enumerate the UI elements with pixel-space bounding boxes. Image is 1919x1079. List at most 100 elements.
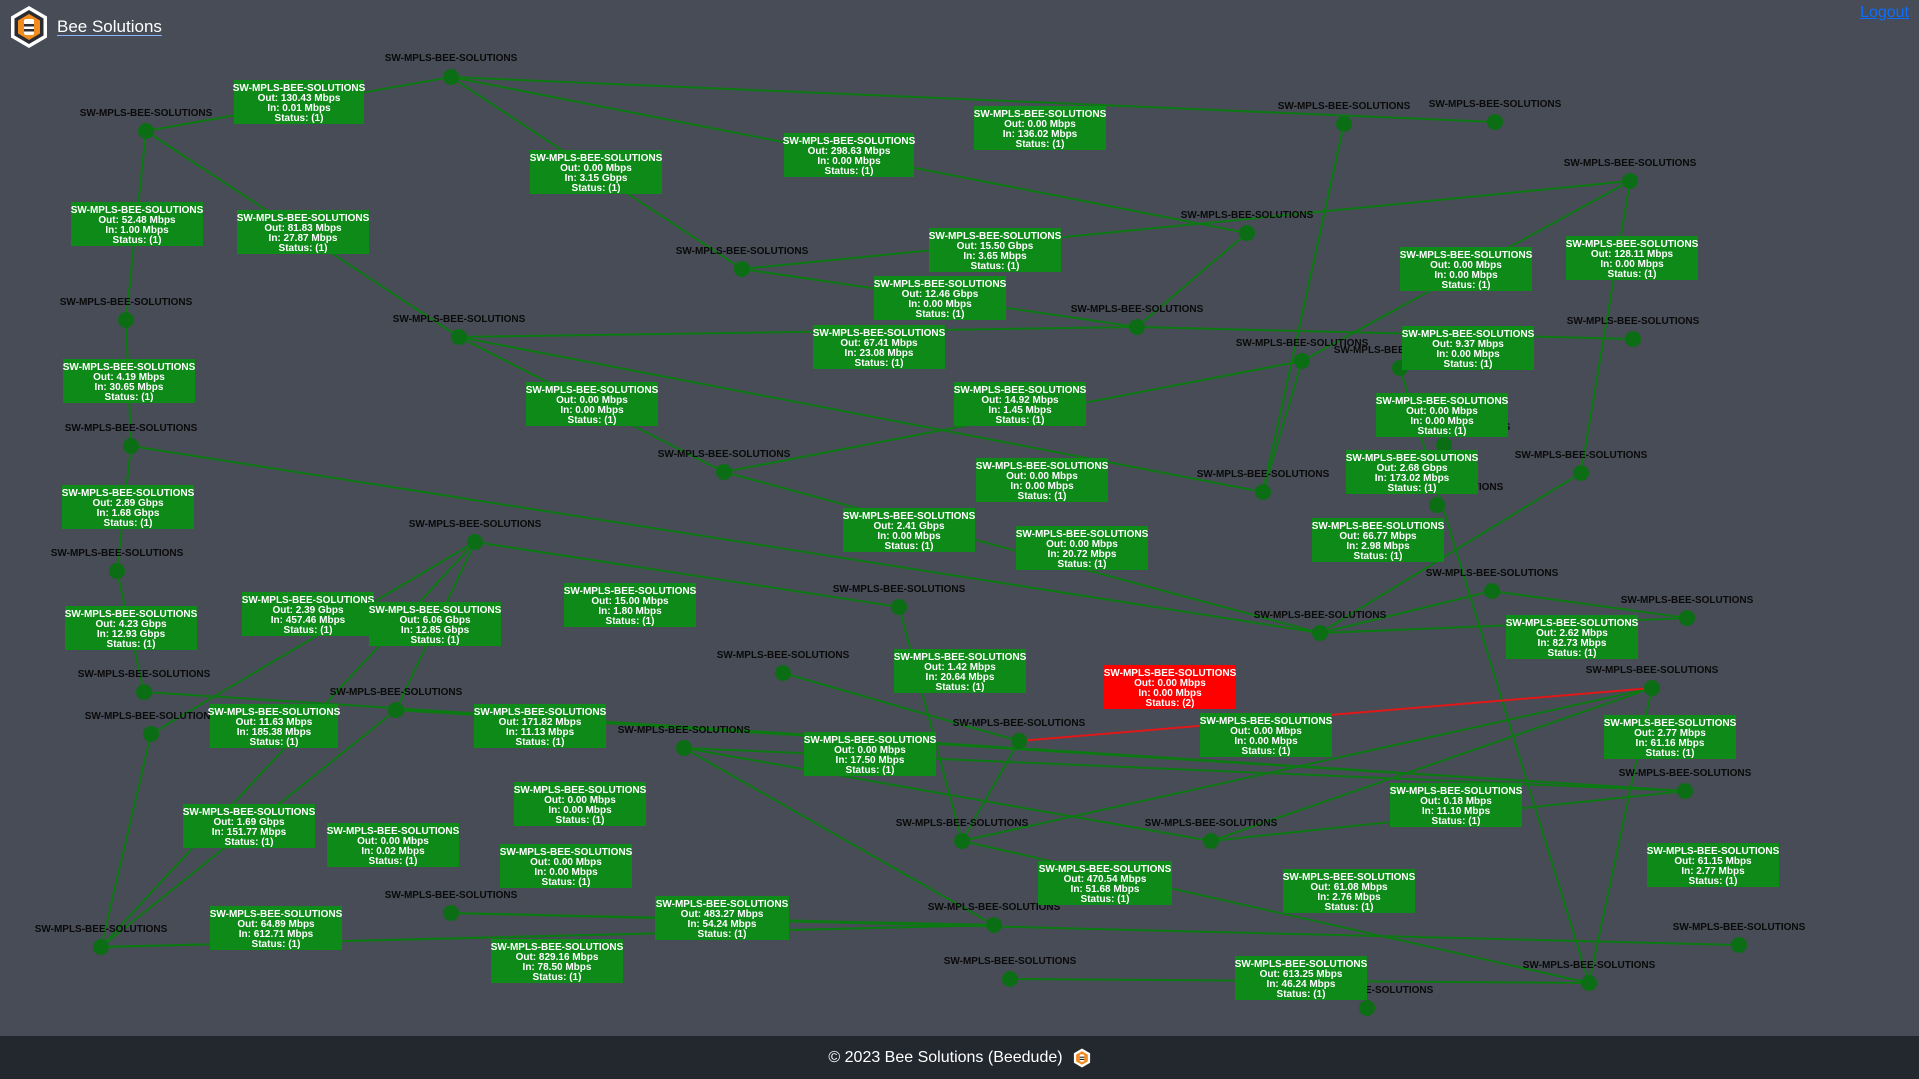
switch-node[interactable]: SW-MPLS-BEE-SOLUTIONS — [78, 669, 211, 700]
switch-node[interactable]: SW-MPLS-BEE-SOLUTIONS — [1236, 338, 1369, 369]
switch-node[interactable]: SW-MPLS-BEE-SOLUTIONS — [1567, 316, 1700, 347]
switch-node[interactable]: SW-MPLS-BEE-SOLUTIONS — [1254, 610, 1387, 641]
switch-node-dot[interactable] — [676, 740, 692, 756]
switch-node-dot[interactable] — [1622, 173, 1638, 189]
switch-node[interactable]: SW-MPLS-BEE-SOLUTIONS — [953, 718, 1086, 749]
switch-node[interactable]: SW-MPLS-BEE-SOLUTIONS — [1278, 101, 1411, 132]
switch-node-dot[interactable] — [1255, 484, 1271, 500]
switch-node[interactable]: SW-MPLS-BEE-SOLUTIONS — [944, 956, 1077, 987]
switch-node[interactable]: SW-MPLS-BEE-SOLUTIONS — [676, 246, 809, 277]
switch-node[interactable]: SW-MPLS-BEE-SOLUTIONS — [1619, 768, 1752, 799]
switch-node[interactable]: SW-MPLS-BEE-SOLUTIONS — [618, 725, 751, 756]
switch-node-dot[interactable] — [1677, 783, 1693, 799]
switch-node[interactable]: SW-MPLS-BEE-SOLUTIONS — [1426, 568, 1559, 599]
switch-node[interactable]: SW-MPLS-BEE-SOLUTIONS — [658, 449, 791, 480]
switch-node-dot[interactable] — [109, 563, 125, 579]
switch-node-dot[interactable] — [1581, 975, 1597, 991]
switch-node-dot[interactable] — [1429, 497, 1445, 513]
switch-node-dot[interactable] — [1436, 437, 1452, 453]
switch-node[interactable]: SW-MPLS-BEE-SOLUTIONS — [1523, 960, 1656, 991]
switch-node-dot[interactable] — [1487, 114, 1503, 130]
switch-node[interactable]: SW-MPLS-BEE-SOLUTIONS — [1145, 818, 1278, 849]
switch-node[interactable]: SW-MPLS-BEE-SOLUTIONS — [51, 548, 184, 579]
switch-node-dot[interactable] — [467, 534, 483, 550]
switch-node-dot[interactable] — [443, 69, 459, 85]
switch-node-dot[interactable] — [1129, 319, 1145, 335]
switch-node[interactable]: SW-MPLS-BEE-SOLUTIONS — [1673, 922, 1806, 953]
brand-link[interactable]: Bee Solutions — [9, 5, 162, 49]
switch-node-dot[interactable] — [734, 261, 750, 277]
switch-node-dot[interactable] — [1203, 833, 1219, 849]
switch-node[interactable]: SW-MPLS-BEE-SOLUTIONS — [1429, 99, 1562, 130]
switch-node-dot[interactable] — [118, 312, 134, 328]
switch-node-dot[interactable] — [1731, 937, 1747, 953]
switch-node[interactable]: SW-MPLS-BEE-SOLUTIONS — [1586, 665, 1719, 696]
switch-node[interactable]: SW-MPLS-BEE-SOLUTIONS — [1515, 450, 1648, 481]
switch-node[interactable]: SW-MPLS-BEE-SOLUTIONS — [385, 53, 518, 85]
switch-node[interactable]: SW-MPLS-BEE-SOLUTIONS — [1621, 595, 1754, 626]
switch-node-dot[interactable] — [1002, 971, 1018, 987]
switch-node[interactable]: SW-MPLS-BEE-SOLUTIONS — [833, 584, 966, 615]
switch-node[interactable]: SW-MPLS-BEE-SOLUTIONS — [393, 314, 526, 345]
switch-node-dot[interactable] — [1644, 680, 1660, 696]
switch-node-dot[interactable] — [1239, 225, 1255, 241]
switch-node-dot[interactable] — [1336, 116, 1352, 132]
switch-node[interactable]: SW-MPLS-BEE-SOLUTIONS — [65, 423, 198, 454]
switch-node[interactable]: SW-MPLS-BEE-SOLUTIONS — [1301, 985, 1434, 1016]
switch-node-dot[interactable] — [443, 905, 459, 921]
switch-node-dot[interactable] — [986, 917, 1002, 933]
switch-node-dot[interactable] — [143, 726, 159, 742]
switch-node[interactable]: SW-MPLS-BEE-SOLUTIONS — [80, 108, 213, 139]
switch-node-dot[interactable] — [1359, 1000, 1375, 1016]
switch-node-dot[interactable] — [1484, 583, 1500, 599]
switch-node-dot[interactable] — [136, 684, 152, 700]
switch-node-dot[interactable] — [1312, 625, 1328, 641]
switch-node[interactable]: SW-MPLS-BEE-SOLUTIONS — [409, 519, 542, 550]
switch-node-dot[interactable] — [1679, 610, 1695, 626]
switch-node[interactable]: SW-MPLS-BEE-SOLUTIONS — [928, 902, 1061, 933]
switch-node[interactable]: SW-MPLS-BEE-SOLUTIONS — [330, 687, 463, 718]
switch-node-dot[interactable] — [954, 833, 970, 849]
switch-node-dot[interactable] — [775, 665, 791, 681]
switch-node[interactable]: SW-MPLS-BEE-SOLUTIONS — [1197, 469, 1330, 500]
switch-node-dot[interactable] — [93, 939, 109, 955]
switch-node-dot[interactable] — [1294, 353, 1310, 369]
